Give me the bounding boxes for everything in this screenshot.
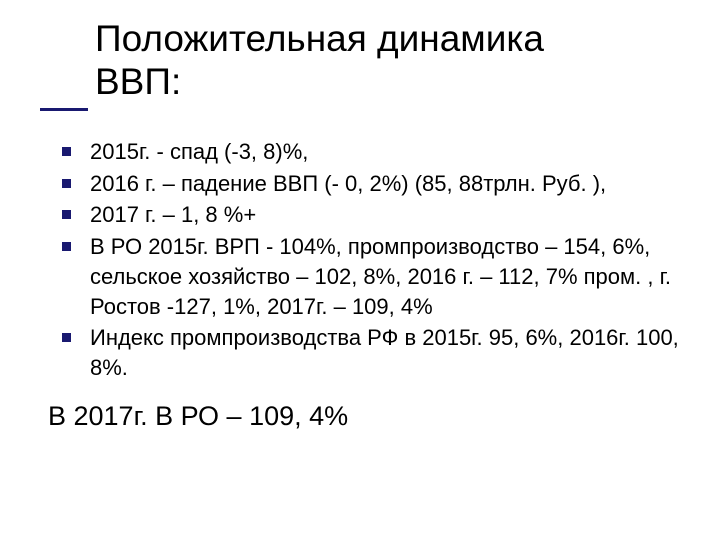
list-item: Индекс промпроизводства РФ в 2015г. 95, … [62, 323, 690, 382]
list-item: 2015г. - спад (-3, 8)%, [62, 137, 690, 167]
title-line-2: ВВП: [95, 61, 181, 102]
bullet-text: 2017 г. – 1, 8 %+ [90, 202, 256, 227]
list-item: 2017 г. – 1, 8 %+ [62, 200, 690, 230]
bullet-text: 2015г. - спад (-3, 8)%, [90, 139, 308, 164]
slide-title: Положительная динамика ВВП: [95, 18, 720, 103]
title-block: Положительная динамика ВВП: [0, 18, 720, 103]
list-item: 2016 г. – падение ВВП (- 0, 2%) (85, 88т… [62, 169, 690, 199]
bullet-text: В РО 2015г. ВРП - 104%, промпроизводство… [90, 234, 671, 318]
title-line-1: Положительная динамика [95, 18, 544, 59]
list-item: В РО 2015г. ВРП - 104%, промпроизводство… [62, 232, 690, 321]
bullet-text: Индекс промпроизводства РФ в 2015г. 95, … [90, 325, 679, 380]
footer-text: В 2017г. В РО – 109, 4% [0, 399, 720, 434]
bullet-list: 2015г. - спад (-3, 8)%, 2016 г. – падени… [0, 137, 720, 383]
bullet-text: 2016 г. – падение ВВП (- 0, 2%) (85, 88т… [90, 171, 606, 196]
slide: Положительная динамика ВВП: 2015г. - спа… [0, 0, 720, 434]
title-accent-bar [40, 108, 88, 111]
